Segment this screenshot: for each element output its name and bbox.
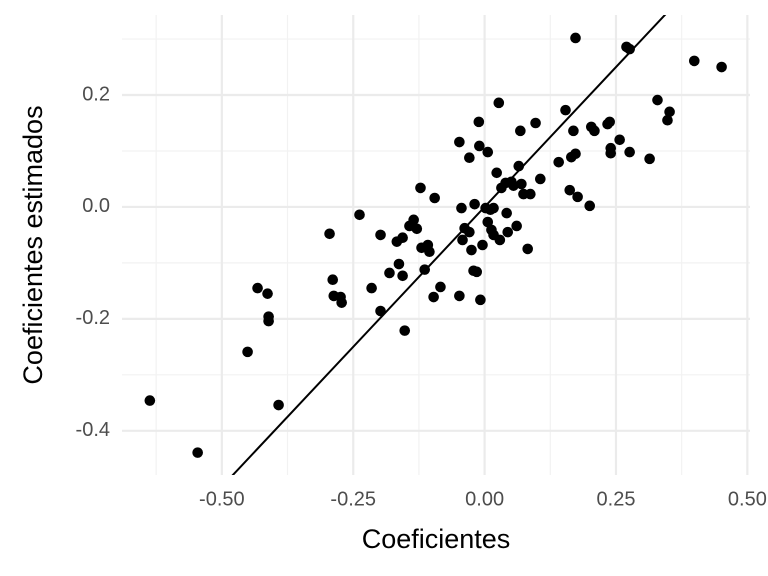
point — [469, 198, 480, 210]
point — [530, 117, 541, 129]
point — [435, 281, 446, 293]
point — [474, 140, 485, 152]
point — [502, 226, 514, 238]
point — [494, 234, 506, 246]
point — [192, 447, 203, 458]
point — [429, 192, 440, 204]
point — [560, 104, 571, 116]
point — [488, 202, 499, 214]
point — [252, 282, 263, 294]
point — [477, 239, 488, 251]
point — [475, 294, 486, 306]
point — [482, 146, 494, 158]
point — [366, 282, 377, 294]
point — [424, 246, 435, 258]
point — [664, 106, 675, 118]
point — [324, 228, 335, 240]
x-tick-label: -0.50 — [199, 488, 245, 510]
point — [493, 97, 505, 109]
point — [408, 214, 419, 226]
point — [570, 32, 581, 44]
y-axis-title: Coeficientes estimados — [18, 105, 48, 384]
point — [375, 229, 386, 241]
y-tick-label: 0.2 — [82, 83, 110, 105]
point — [644, 153, 655, 165]
point — [572, 191, 583, 203]
point — [605, 147, 617, 159]
point — [262, 288, 273, 299]
x-tick-label: 0.50 — [728, 488, 767, 510]
point — [624, 43, 635, 55]
point — [614, 134, 625, 146]
point — [144, 395, 156, 406]
point — [604, 116, 615, 128]
grid — [122, 15, 750, 475]
point — [589, 125, 600, 137]
point — [464, 152, 475, 164]
point — [525, 188, 536, 200]
point — [466, 244, 477, 256]
point — [662, 114, 673, 126]
point — [397, 232, 408, 244]
point — [515, 125, 526, 137]
point — [564, 184, 576, 196]
point — [652, 94, 663, 106]
y-tick-label: 0.0 — [82, 195, 110, 217]
point — [473, 116, 485, 128]
point — [688, 55, 700, 67]
point — [716, 61, 727, 73]
reference-line — [231, 15, 667, 475]
point — [454, 136, 465, 148]
point — [570, 148, 581, 160]
point — [456, 202, 467, 214]
point — [516, 178, 527, 190]
point — [263, 315, 274, 327]
point — [491, 167, 502, 179]
point — [397, 270, 408, 282]
point — [553, 156, 565, 168]
point — [399, 325, 411, 336]
point — [457, 234, 468, 246]
point — [454, 290, 465, 302]
x-tick-label: -0.25 — [330, 488, 376, 510]
x-tick-label: 0.00 — [465, 488, 504, 510]
point — [501, 207, 512, 219]
point — [273, 399, 284, 411]
y-tick-label: -0.4 — [76, 419, 110, 441]
point — [336, 297, 347, 308]
point — [535, 173, 546, 185]
point — [393, 258, 405, 270]
point — [327, 274, 339, 285]
point — [411, 223, 423, 235]
point — [464, 226, 475, 238]
point — [354, 209, 365, 221]
point — [471, 266, 483, 278]
x-tick-label: 0.25 — [597, 488, 636, 510]
point — [568, 125, 579, 137]
point — [511, 220, 522, 232]
point — [242, 346, 253, 358]
x-axis-title: Coeficientes — [362, 524, 511, 554]
point — [584, 200, 596, 212]
point — [624, 146, 635, 158]
point — [522, 243, 534, 255]
y-tick-label: -0.2 — [76, 307, 110, 329]
point — [415, 182, 426, 194]
point — [428, 291, 439, 303]
point — [508, 180, 519, 191]
point — [384, 267, 395, 279]
